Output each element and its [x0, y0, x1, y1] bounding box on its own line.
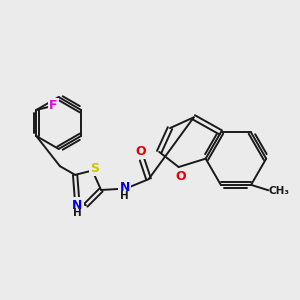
Text: O: O — [176, 170, 186, 183]
Text: N: N — [120, 181, 130, 194]
Text: O: O — [136, 145, 146, 158]
Text: N: N — [72, 199, 83, 212]
Text: F: F — [49, 99, 58, 112]
Text: H: H — [121, 191, 129, 202]
Text: CH₃: CH₃ — [269, 186, 290, 196]
Text: H: H — [73, 208, 82, 218]
Text: S: S — [90, 162, 99, 175]
